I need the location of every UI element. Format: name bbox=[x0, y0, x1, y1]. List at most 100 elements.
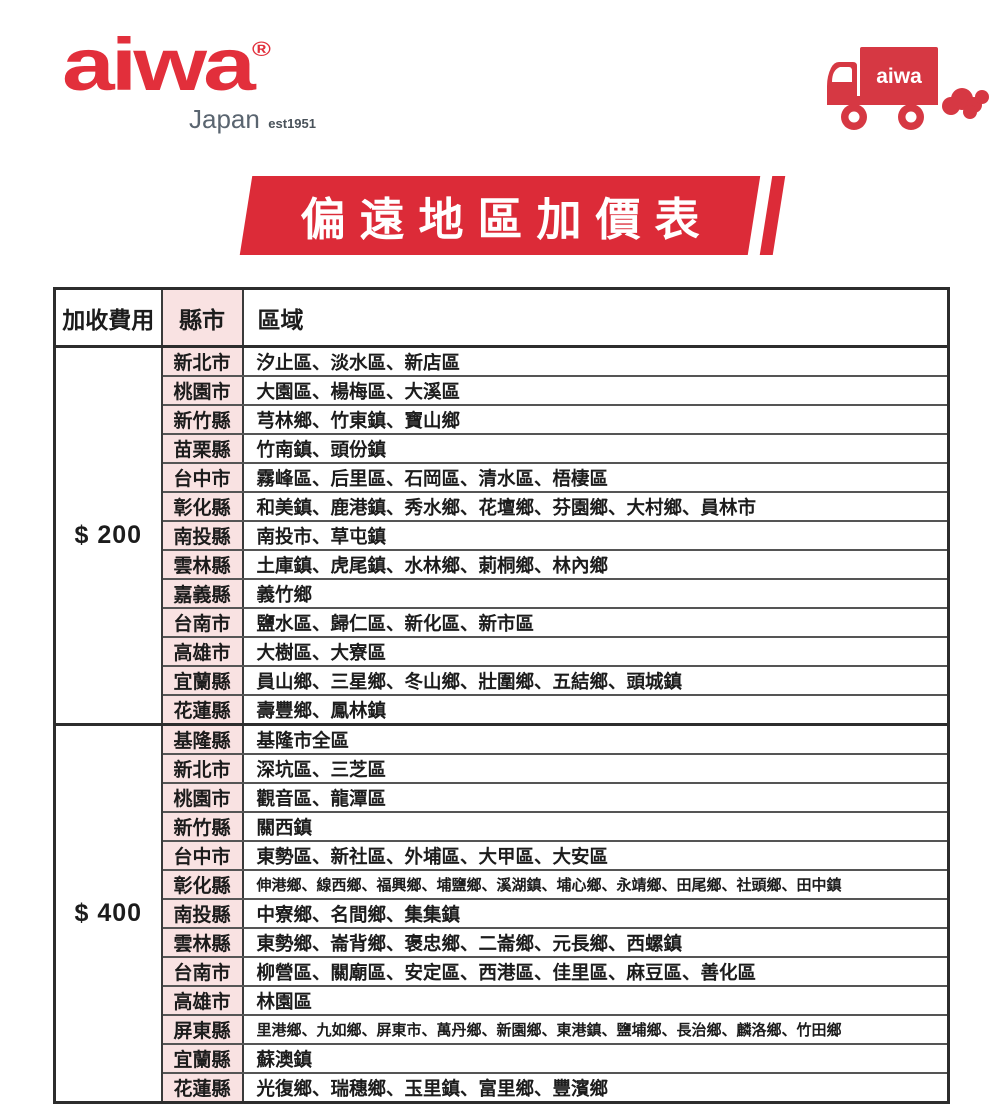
table-row: 南投縣 中寮鄉、名間鄉、集集鎮 bbox=[55, 898, 950, 929]
county-cell: 桃園市 bbox=[160, 375, 244, 406]
table-row: 台南市 柳營區、關廟區、安定區、西港區、佳里區、麻豆區、善化區 bbox=[55, 956, 950, 987]
region-cell: 蘇澳鎮 bbox=[241, 1043, 950, 1074]
region-cell: 員山鄉、三星鄉、冬山鄉、壯圍鄉、五結鄉、頭城鎮 bbox=[241, 665, 950, 696]
table-row: 雲林縣 土庫鎮、虎尾鎮、水林鄉、莿桐鄉、林內鄉 bbox=[55, 549, 950, 580]
county-cell: 雲林縣 bbox=[160, 549, 244, 580]
region-cell: 南投市、草屯鎮 bbox=[241, 520, 950, 551]
region-cell: 東勢區、新社區、外埔區、大甲區、大安區 bbox=[241, 840, 950, 871]
table-row: 宜蘭縣 員山鄉、三星鄉、冬山鄉、壯圍鄉、五結鄉、頭城鎮 bbox=[55, 665, 950, 696]
header-region: 區域 bbox=[241, 287, 950, 348]
truck-window bbox=[832, 67, 852, 82]
table-row: 花蓮縣 光復鄉、瑞穗鄉、玉里鎮、富里鄉、豐濱鄉 bbox=[55, 1072, 950, 1104]
region-cell: 鹽水區、歸仁區、新化區、新市區 bbox=[241, 607, 950, 638]
county-cell: 南投縣 bbox=[160, 520, 244, 551]
table-row: 雲林縣 東勢鄉、崙背鄉、褒忠鄉、二崙鄉、元長鄉、西螺鎮 bbox=[55, 927, 950, 958]
region-cell: 柳營區、關廟區、安定區、西港區、佳里區、麻豆區、善化區 bbox=[241, 956, 950, 987]
county-cell: 桃園市 bbox=[160, 782, 244, 813]
fee-cell: $ 200 bbox=[53, 345, 163, 726]
region-cell: 大樹區、大寮區 bbox=[241, 636, 950, 667]
county-cell: 台南市 bbox=[160, 607, 244, 638]
truck-front-hub bbox=[848, 111, 860, 123]
table-row: $ 400 基隆縣 基隆市全區 bbox=[53, 723, 950, 1104]
county-cell: 苗栗縣 bbox=[160, 433, 244, 464]
page-title: 偏遠地區加價表 bbox=[300, 194, 714, 245]
table-row: 台中市 東勢區、新社區、外埔區、大甲區、大安區 bbox=[55, 840, 950, 871]
region-cell: 伸港鄉、線西鄉、福興鄉、埔鹽鄉、溪湖鎮、埔心鄉、永靖鄉、田尾鄉、社頭鄉、田中鎮 bbox=[241, 869, 950, 900]
region-cell: 東勢鄉、崙背鄉、褒忠鄉、二崙鄉、元長鄉、西螺鎮 bbox=[241, 927, 950, 958]
aiwa-logo-wordmark: aiwa® bbox=[62, 28, 395, 102]
county-cell: 台南市 bbox=[160, 956, 244, 987]
table-row: 新竹縣 關西鎮 bbox=[55, 811, 950, 842]
table-row: 桃園市 大園區、楊梅區、大溪區 bbox=[55, 375, 950, 406]
smoke-puff bbox=[975, 90, 989, 104]
surcharge-table-body: $ 200 新北市 汐止區、淡水區、新店區 桃園市 大園區、楊梅區、大溪區 新竹縣 芎林鄉、… bbox=[53, 345, 950, 1104]
county-cell: 彰化縣 bbox=[160, 491, 244, 522]
county-cell: 新北市 bbox=[160, 753, 244, 784]
region-cell: 深坑區、三芝區 bbox=[241, 753, 950, 784]
county-cell: 高雄市 bbox=[160, 985, 244, 1016]
county-cell: 基隆縣 bbox=[160, 723, 244, 755]
registered-trademark-symbol: ® bbox=[252, 39, 271, 61]
county-cell: 新竹縣 bbox=[160, 811, 244, 842]
region-cell: 大園區、楊梅區、大溪區 bbox=[241, 375, 950, 406]
table-row: $ 200 新北市 汐止區、淡水區、新店區 bbox=[53, 345, 950, 726]
truck-chassis bbox=[827, 96, 938, 105]
region-cell: 林園區 bbox=[241, 985, 950, 1016]
logo-est-text: est1951 bbox=[268, 116, 316, 131]
aiwa-logo-text: aiwa bbox=[62, 23, 256, 106]
county-cell: 台中市 bbox=[160, 462, 244, 493]
county-cell: 南投縣 bbox=[160, 898, 244, 929]
banner-accent-stripe bbox=[759, 176, 786, 255]
truck-brand-label: aiwa bbox=[876, 65, 922, 88]
region-cell: 中寮鄉、名間鄉、集集鎮 bbox=[241, 898, 950, 929]
region-cell: 竹南鎮、頭份鎮 bbox=[241, 433, 950, 464]
region-cell: 壽豐鄉、鳳林鎮 bbox=[241, 694, 950, 726]
truck-rear-hub bbox=[905, 111, 917, 123]
table-row: 高雄市 林園區 bbox=[55, 985, 950, 1016]
table-row: 嘉義縣 義竹鄉 bbox=[55, 578, 950, 609]
region-cell: 霧峰區、后里區、石岡區、清水區、梧棲區 bbox=[241, 462, 950, 493]
county-cell: 宜蘭縣 bbox=[160, 665, 244, 696]
region-cell: 汐止區、淡水區、新店區 bbox=[241, 345, 950, 377]
smoke-puff bbox=[963, 105, 977, 119]
county-cell: 嘉義縣 bbox=[160, 578, 244, 609]
county-cell: 新北市 bbox=[160, 345, 244, 377]
region-cell: 芎林鄉、竹東鎮、寶山鄉 bbox=[241, 404, 950, 435]
table-row: 宜蘭縣 蘇澳鎮 bbox=[55, 1043, 950, 1074]
region-cell: 里港鄉、九如鄉、屏東市、萬丹鄉、新園鄉、東港鎮、鹽埔鄉、長治鄉、麟洛鄉、竹田鄉 bbox=[241, 1014, 950, 1045]
logo-subtitle: Japan est1951 bbox=[62, 104, 322, 135]
region-cell: 基隆市全區 bbox=[241, 723, 950, 755]
county-cell: 花蓮縣 bbox=[160, 694, 244, 726]
county-cell: 花蓮縣 bbox=[160, 1072, 244, 1104]
aiwa-logo: aiwa® Japan est1951 bbox=[62, 28, 322, 135]
region-cell: 和美鎮、鹿港鎮、秀水鄉、花壇鄉、芬園鄉、大村鄉、員林市 bbox=[241, 491, 950, 522]
table-row: 彰化縣 和美鎮、鹿港鎮、秀水鄉、花壇鄉、芬園鄉、大村鄉、員林市 bbox=[55, 491, 950, 522]
table-row: 台南市 鹽水區、歸仁區、新化區、新市區 bbox=[55, 607, 950, 638]
fee-cell: $ 400 bbox=[53, 723, 163, 1104]
header-fee: 加收費用 bbox=[53, 287, 163, 348]
county-cell: 宜蘭縣 bbox=[160, 1043, 244, 1074]
header-county: 縣市 bbox=[160, 287, 244, 348]
title-banner: 偏遠地區加價表 bbox=[238, 176, 798, 255]
truck-box bbox=[860, 47, 938, 104]
county-cell: 台中市 bbox=[160, 840, 244, 871]
table-row: 花蓮縣 壽豐鄉、鳳林鎮 bbox=[55, 694, 950, 726]
table-row: 台中市 霧峰區、后里區、石岡區、清水區、梧棲區 bbox=[55, 462, 950, 493]
county-cell: 高雄市 bbox=[160, 636, 244, 667]
region-cell: 觀音區、龍潭區 bbox=[241, 782, 950, 813]
county-cell: 彰化縣 bbox=[160, 869, 244, 900]
table-row: 南投縣 南投市、草屯鎮 bbox=[55, 520, 950, 551]
region-cell: 光復鄉、瑞穗鄉、玉里鎮、富里鄉、豐濱鄉 bbox=[241, 1072, 950, 1104]
county-cell: 雲林縣 bbox=[160, 927, 244, 958]
table-header: 加收費用 縣市 區域 bbox=[53, 287, 950, 348]
county-cell: 新竹縣 bbox=[160, 404, 244, 435]
table-row: 新北市 深坑區、三芝區 bbox=[55, 753, 950, 784]
region-cell: 關西鎮 bbox=[241, 811, 950, 842]
county-cell: 屏東縣 bbox=[160, 1014, 244, 1045]
table-row: 高雄市 大樹區、大寮區 bbox=[55, 636, 950, 667]
table-row: 新竹縣 芎林鄉、竹東鎮、寶山鄉 bbox=[55, 404, 950, 435]
surcharge-table: 加收費用 縣市 區域 $ 200 新北市 汐止區、淡水區、新店區 桃園市 大園區、楊梅區… bbox=[53, 287, 950, 1104]
table-row: 苗栗縣 竹南鎮、頭份鎮 bbox=[55, 433, 950, 464]
surcharge-table-container: 加收費用 縣市 區域 $ 200 新北市 汐止區、淡水區、新店區 桃園市 大園區、楊梅區… bbox=[53, 287, 950, 1104]
